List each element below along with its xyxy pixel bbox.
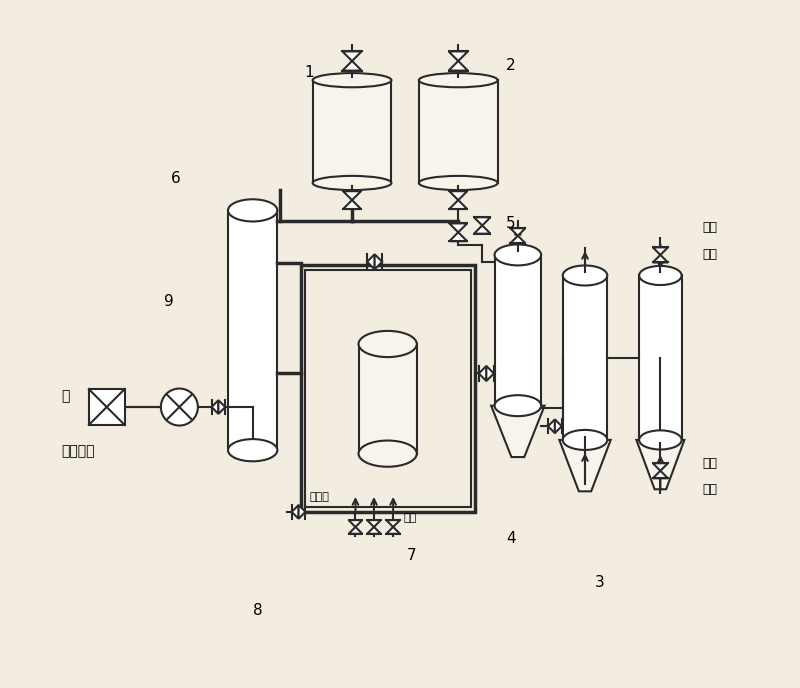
Ellipse shape	[562, 430, 607, 450]
Ellipse shape	[228, 200, 278, 222]
Polygon shape	[367, 520, 381, 527]
Polygon shape	[450, 233, 467, 241]
Polygon shape	[559, 440, 610, 491]
Bar	[562, 275, 607, 440]
Polygon shape	[450, 224, 467, 233]
Polygon shape	[386, 527, 400, 534]
Text: 清洗: 清洗	[703, 248, 718, 261]
Polygon shape	[343, 191, 361, 200]
Text: 气体: 气体	[703, 221, 718, 234]
Ellipse shape	[313, 73, 391, 87]
Polygon shape	[343, 200, 361, 209]
Ellipse shape	[358, 440, 417, 466]
Ellipse shape	[494, 395, 541, 416]
Polygon shape	[510, 228, 526, 236]
Ellipse shape	[358, 331, 417, 357]
Text: 1: 1	[304, 65, 314, 80]
Polygon shape	[374, 255, 382, 269]
Polygon shape	[386, 520, 400, 527]
Polygon shape	[555, 420, 562, 433]
Text: 6: 6	[170, 171, 180, 186]
Bar	[228, 211, 278, 450]
Ellipse shape	[494, 244, 541, 266]
Text: 水: 水	[61, 389, 69, 403]
Text: 9: 9	[163, 294, 174, 310]
Polygon shape	[349, 527, 362, 534]
Circle shape	[161, 389, 198, 426]
Polygon shape	[218, 400, 226, 414]
Text: 空气: 空气	[403, 513, 417, 523]
Polygon shape	[653, 255, 668, 262]
Polygon shape	[449, 52, 468, 61]
Polygon shape	[491, 406, 545, 457]
Polygon shape	[637, 440, 684, 489]
Text: 4: 4	[506, 530, 516, 546]
Bar	[639, 275, 682, 440]
Text: 取样口: 取样口	[310, 492, 330, 502]
Polygon shape	[474, 226, 490, 234]
Text: 5: 5	[506, 215, 516, 230]
Polygon shape	[367, 527, 381, 534]
Text: 工业: 工业	[703, 458, 718, 471]
Text: 7: 7	[407, 548, 417, 563]
Polygon shape	[349, 520, 362, 527]
Bar	[358, 344, 417, 453]
Text: 3: 3	[595, 575, 605, 590]
Polygon shape	[548, 420, 555, 433]
Bar	[419, 80, 498, 183]
Polygon shape	[342, 52, 362, 61]
Ellipse shape	[419, 73, 498, 87]
Polygon shape	[211, 400, 218, 414]
Bar	[494, 255, 541, 406]
Polygon shape	[479, 366, 486, 381]
Polygon shape	[450, 191, 467, 200]
Polygon shape	[449, 61, 468, 71]
Polygon shape	[510, 236, 526, 244]
Text: 废气: 废气	[703, 484, 718, 496]
Bar	[89, 389, 125, 425]
Ellipse shape	[639, 431, 682, 449]
Polygon shape	[486, 366, 494, 381]
Ellipse shape	[313, 176, 391, 190]
Ellipse shape	[639, 266, 682, 285]
Polygon shape	[342, 61, 362, 71]
Ellipse shape	[562, 266, 607, 286]
Polygon shape	[653, 471, 668, 478]
Text: 2: 2	[506, 58, 516, 73]
Polygon shape	[474, 217, 490, 226]
Polygon shape	[298, 505, 306, 519]
Bar	[301, 265, 475, 512]
Text: 藻体油脂: 藻体油脂	[61, 444, 94, 458]
Polygon shape	[450, 200, 467, 209]
Text: 8: 8	[253, 603, 262, 618]
Bar	[306, 270, 470, 507]
Polygon shape	[653, 463, 668, 471]
Bar	[313, 80, 391, 183]
Ellipse shape	[228, 439, 278, 462]
Polygon shape	[367, 255, 374, 269]
Polygon shape	[653, 248, 668, 255]
Polygon shape	[292, 505, 298, 519]
Ellipse shape	[419, 176, 498, 190]
